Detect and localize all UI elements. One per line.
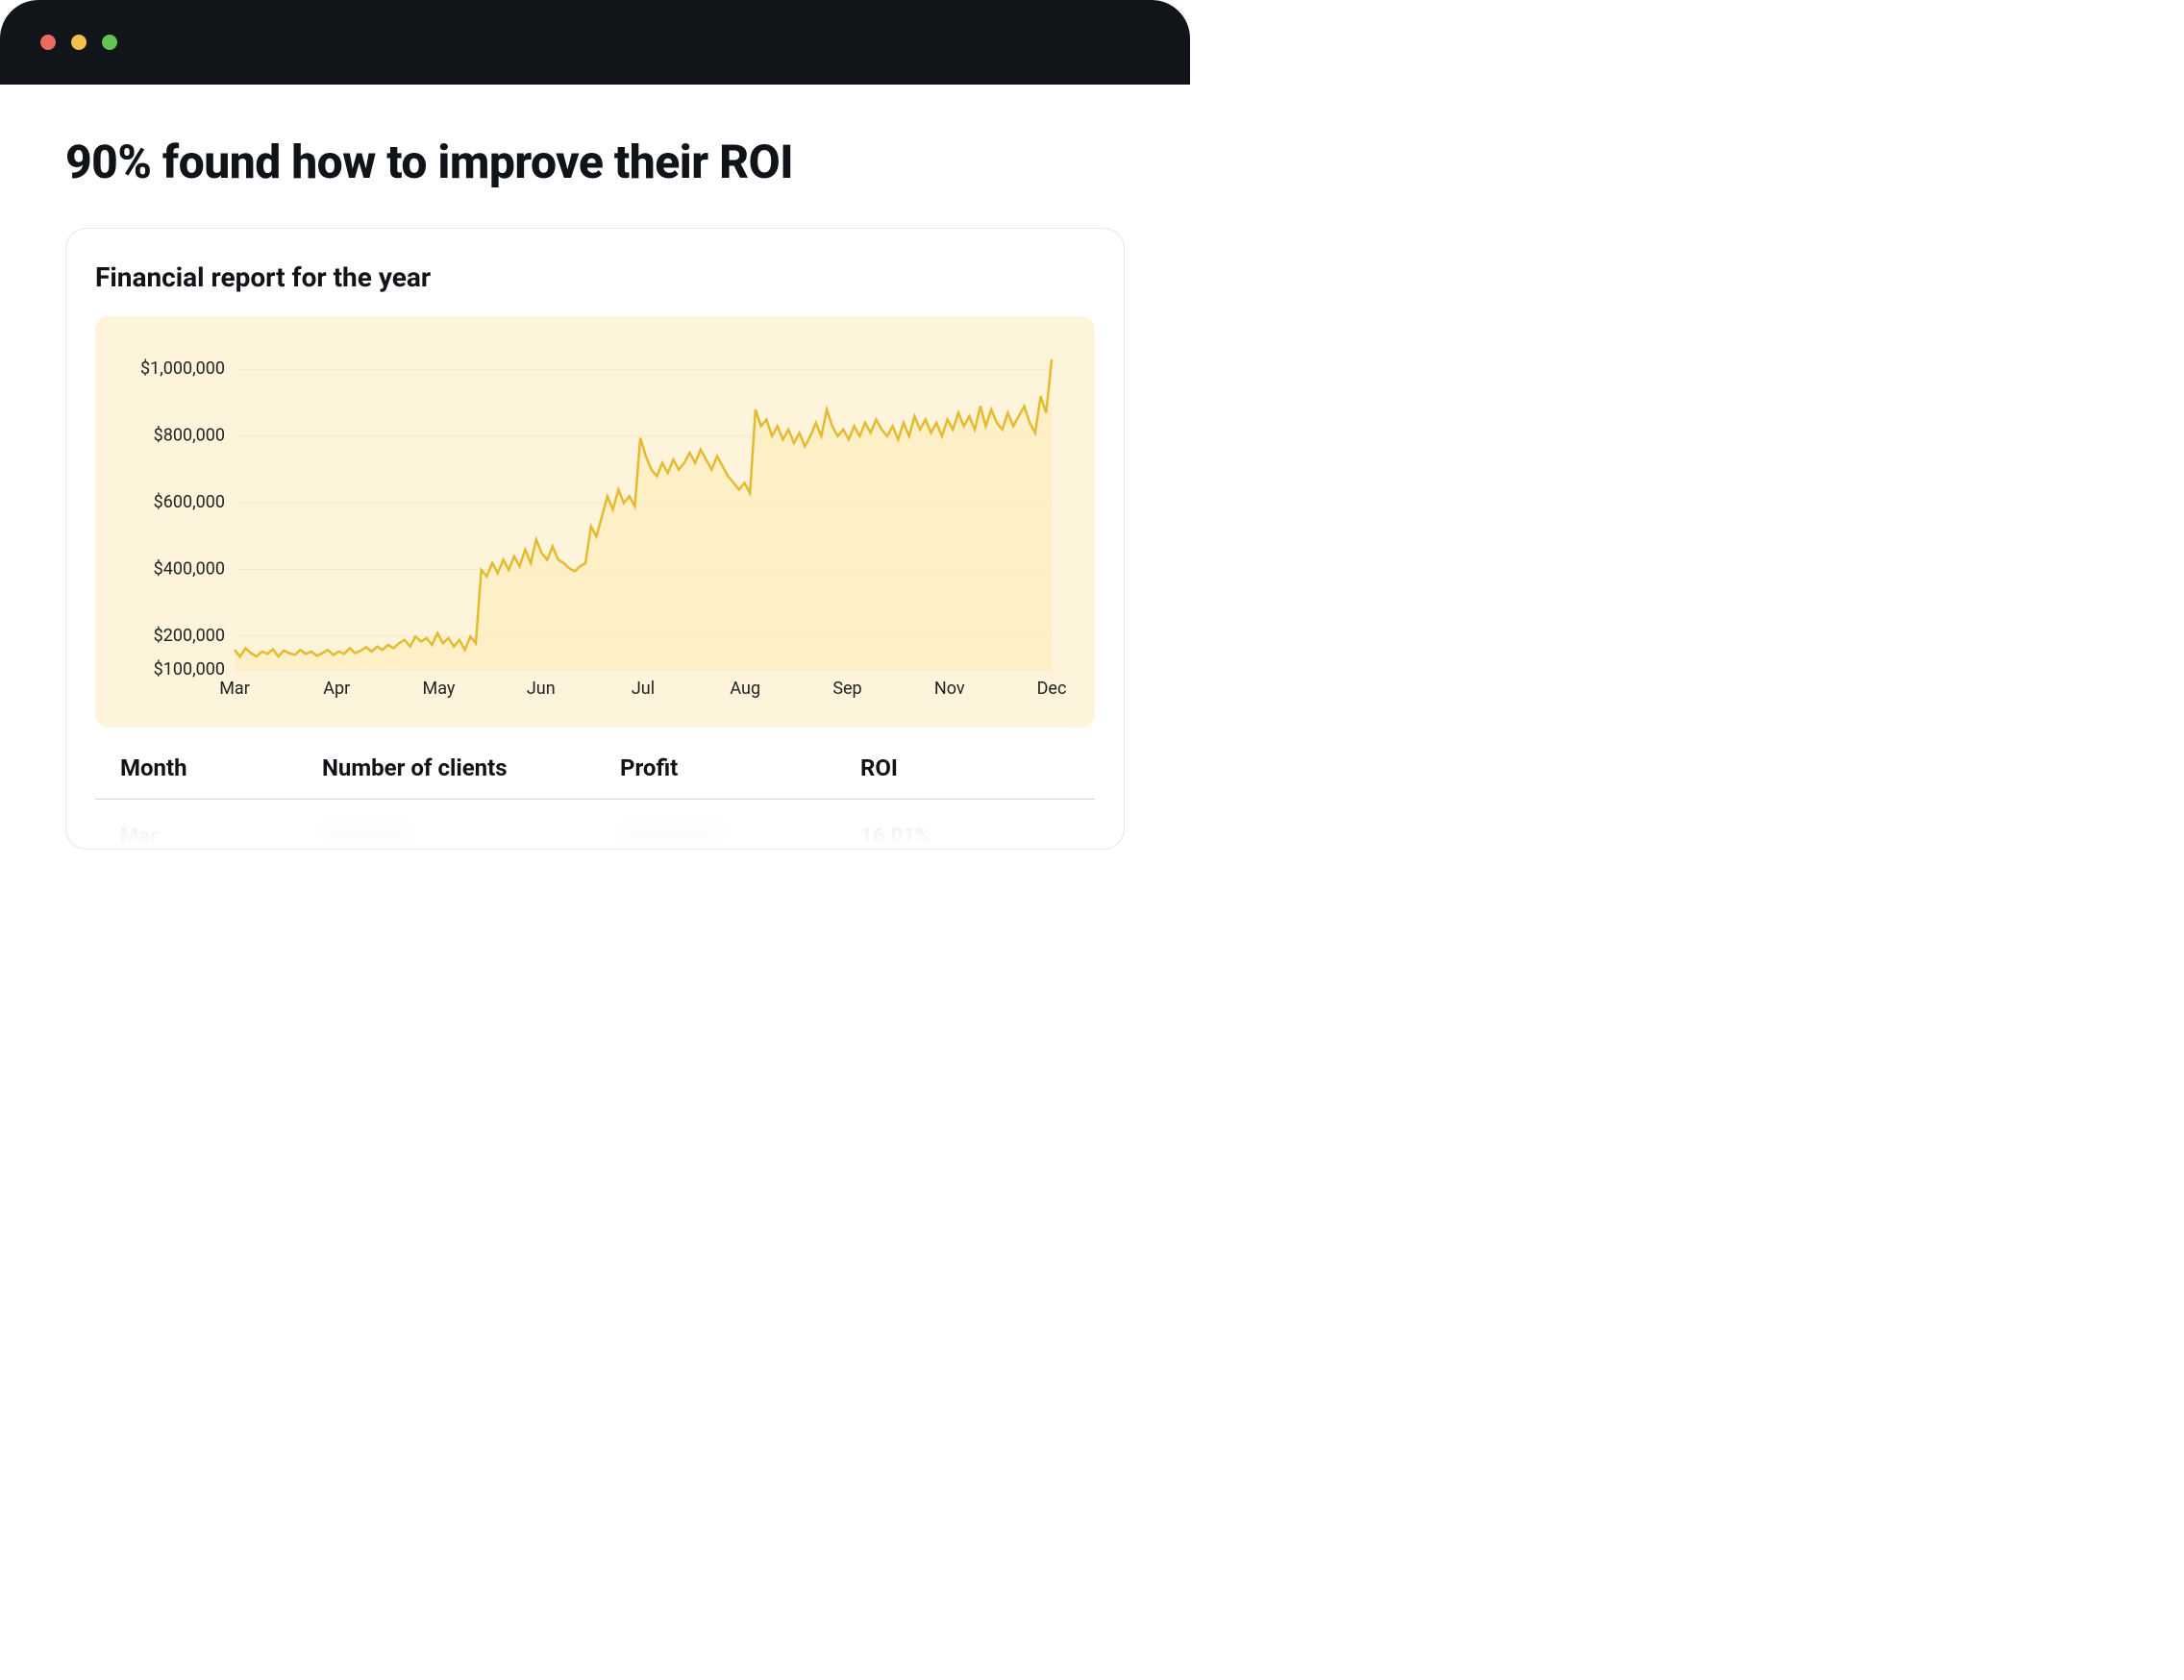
svg-text:Sep: Sep <box>832 679 861 699</box>
svg-text:$1,000,000: $1,000,000 <box>140 358 225 379</box>
financial-chart: $100,000 $200,000 $400,000 $600,000 $800,000… <box>95 316 1095 728</box>
td-month: Mar <box>120 825 322 849</box>
app-window: 90% found how to improve their ROI Finan… <box>0 0 1190 850</box>
window-minimize-button[interactable] <box>71 35 87 50</box>
td-profit: ######## <box>620 825 860 849</box>
report-table: Month Number of clients Profit ROI Mar #… <box>95 754 1095 849</box>
th-profit: Profit <box>620 754 860 781</box>
th-month: Month <box>120 754 322 781</box>
chart-svg: $100,000 $200,000 $400,000 $600,000 $800,000… <box>114 335 1076 710</box>
svg-text:Jun: Jun <box>527 679 556 699</box>
table-row: Mar ####### ######## 16.01% <box>95 800 1095 849</box>
th-clients: Number of clients <box>322 754 620 781</box>
page-headline: 90% found how to improve their ROI <box>65 135 1125 189</box>
td-clients: ####### <box>322 825 620 849</box>
svg-text:$600,000: $600,000 <box>154 492 225 512</box>
svg-text:Nov: Nov <box>934 679 965 699</box>
svg-text:Jul: Jul <box>632 679 655 699</box>
window-maximize-button[interactable] <box>102 35 117 50</box>
table-header: Month Number of clients Profit ROI <box>95 754 1095 800</box>
report-card: Financial report for the year $100,000 $2… <box>65 228 1125 850</box>
window-close-button[interactable] <box>40 35 56 50</box>
page-content: 90% found how to improve their ROI Finan… <box>0 85 1190 850</box>
svg-text:Mar: Mar <box>219 679 250 699</box>
svg-text:$100,000: $100,000 <box>154 659 225 679</box>
svg-text:Apr: Apr <box>323 679 350 699</box>
svg-text:Dec: Dec <box>1037 679 1067 699</box>
th-roi: ROI <box>860 754 1070 781</box>
svg-text:$400,000: $400,000 <box>154 559 225 580</box>
svg-text:$200,000: $200,000 <box>154 626 225 646</box>
card-title: Financial report for the year <box>95 261 1095 293</box>
svg-text:$800,000: $800,000 <box>154 426 225 446</box>
svg-text:Aug: Aug <box>730 679 760 699</box>
svg-text:May: May <box>423 679 456 699</box>
td-roi: 16.01% <box>860 825 1070 849</box>
titlebar <box>0 0 1190 85</box>
